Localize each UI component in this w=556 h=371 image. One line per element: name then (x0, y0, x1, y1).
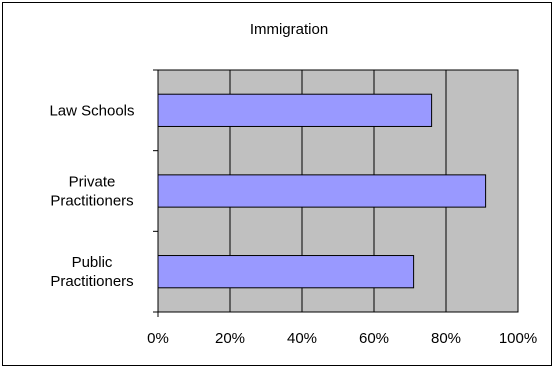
category-label: Public Practitioners (50, 254, 133, 290)
bar-private-practitioners (157, 174, 487, 208)
x-tick-labels: 0% 20% 40% 60% 80% 100% (147, 330, 537, 347)
category-label: Private Practitioners (50, 174, 133, 210)
x-tick-label: 0% (147, 330, 169, 347)
bar-law-schools (157, 93, 433, 127)
category-label: Law Schools (49, 102, 134, 119)
x-tick-label: 60% (359, 330, 389, 347)
x-tick-label: 20% (215, 330, 245, 347)
chart-title: Immigration (250, 21, 328, 38)
x-tick-label: 80% (431, 330, 461, 347)
x-tick-label: 40% (287, 330, 317, 347)
bars (157, 93, 487, 289)
value-axis (153, 69, 159, 317)
x-tick-label: 100% (499, 330, 537, 347)
bar-public-practitioners (157, 255, 415, 289)
category-labels: Law Schools Private Practitioners Public Pra… (49, 102, 134, 290)
